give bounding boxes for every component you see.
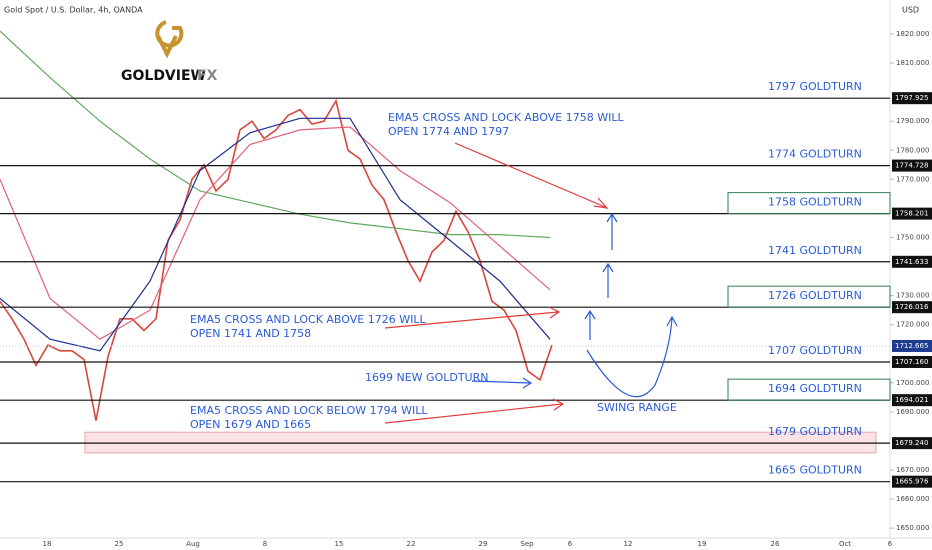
price-label-bg [892, 207, 932, 220]
price-label-bg [892, 355, 932, 368]
x-tick-label: Sep [520, 540, 534, 548]
marks: 1820.000 1810.000 1790.000 1780.000 1770.000… [0, 30, 932, 548]
goldturn-label: 1758 GOLDTURN [768, 196, 862, 209]
goldturn-label: 1797 GOLDTURN [768, 80, 862, 93]
y-tick-label: 1810.000 [896, 59, 929, 67]
annotation: EMA5 CROSS AND LOCK ABOVE 1758 WILL [388, 111, 624, 124]
arrows [384, 142, 678, 424]
price-label: 1665.976 [895, 478, 929, 486]
annotation: SWING RANGE [597, 401, 677, 414]
goldturn-label: 1741 GOLDTURN [768, 244, 862, 257]
x-tick-label: 19 [698, 540, 707, 548]
current-price-bg [892, 339, 932, 352]
goldturn-label: 1774 GOLDTURN [768, 148, 862, 161]
goldturn-label: 1707 GOLDTURN [768, 344, 862, 357]
price-label-bg [892, 394, 932, 407]
price-label-bg [892, 437, 932, 450]
x-tick-label: Oct [839, 540, 851, 548]
price-label: 1758.201 [895, 210, 928, 218]
y-tick-label: 1820.000 [896, 30, 929, 38]
symbol: Gold Spot / U.S. Dollar, 4h, OANDA [4, 6, 143, 15]
price-line [0, 126, 551, 340]
annotation: OPEN 1741 AND 1758 [190, 327, 311, 340]
x-tick-label: 25 [115, 540, 124, 548]
price-label: 1774.728 [895, 162, 928, 170]
price-label: 1797.925 [895, 94, 928, 102]
logo-icon [155, 20, 184, 59]
annotation: EMA5 CROSS AND LOCK ABOVE 1726 WILL [190, 313, 426, 326]
goldturn-box [727, 192, 891, 215]
goldturn-label: 1665 GOLDTURN [768, 464, 862, 477]
price-label: 1726.016 [895, 303, 929, 311]
goldturn-label: 1694 GOLDTURN [768, 382, 862, 395]
x-tick-label: 6 [568, 540, 573, 548]
logo-suffix: FX [197, 68, 218, 84]
price-label: 1694.021 [895, 396, 928, 404]
goldturn-box [727, 285, 891, 308]
x-tick-label: 26 [771, 540, 780, 548]
price-label: 1707.160 [895, 358, 928, 366]
y-tick-label: 1790.000 [896, 117, 929, 125]
annotation: OPEN 1774 AND 1797 [388, 125, 509, 138]
x-tick-label: Aug [186, 540, 200, 548]
annotation: EMA5 CROSS AND LOCK BELOW 1794 WILL [190, 404, 428, 417]
y-tick-label: 1750.000 [896, 233, 929, 241]
logo-name: GOLDVIEW [121, 68, 206, 84]
price-label-bg [892, 301, 932, 314]
price-label-bg [892, 159, 932, 172]
x-tick-label: 12 [624, 540, 633, 548]
x-tick-label: 22 [407, 540, 416, 548]
x-tick-label: 29 [479, 540, 488, 548]
y-tick-label: 1770.000 [896, 175, 929, 183]
goldturn-box [727, 378, 891, 401]
annotation: OPEN 1679 AND 1665 [190, 418, 311, 431]
price-label-bg [892, 255, 932, 268]
price-line [0, 30, 551, 239]
y-tick-label: 1670.000 [896, 466, 929, 474]
price-line [0, 117, 551, 352]
x-tick-label: 18 [43, 540, 52, 548]
annotation: 1699 NEW GOLDTURN [365, 371, 488, 384]
y-tick-label: 1660.000 [896, 495, 929, 503]
y-tick-label: 1700.000 [896, 379, 929, 387]
x-tick-label: 15 [335, 540, 344, 548]
y-tick-label: 1780.000 [896, 146, 929, 154]
price-label: 1741.633 [895, 258, 928, 266]
support-zone [84, 431, 877, 454]
y-tick-label: 1720.000 [896, 321, 929, 329]
y-tick-label: 1730.000 [896, 292, 929, 300]
goldturn-label: 1726 GOLDTURN [768, 289, 862, 302]
x-tick-label: 8 [263, 540, 267, 548]
goldturn-label: 1679 GOLDTURN [768, 425, 862, 438]
price-label: 1679.240 [895, 439, 928, 447]
price-label-bg [892, 92, 932, 105]
x-tick-label: 6 [888, 540, 893, 548]
current-price-label: 1712.665 [895, 342, 928, 350]
y-tick-label: 1650.000 [896, 524, 929, 532]
currency: USD [902, 6, 919, 15]
y-tick-label: 1690.000 [896, 408, 929, 416]
price-label-bg [892, 475, 932, 488]
